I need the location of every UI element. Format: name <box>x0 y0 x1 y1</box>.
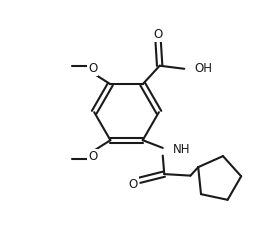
Text: OH: OH <box>194 62 212 75</box>
Text: O: O <box>128 178 137 191</box>
Text: O: O <box>153 28 163 41</box>
Text: O: O <box>88 61 97 75</box>
Text: O: O <box>88 150 97 163</box>
Text: NH: NH <box>173 143 190 156</box>
